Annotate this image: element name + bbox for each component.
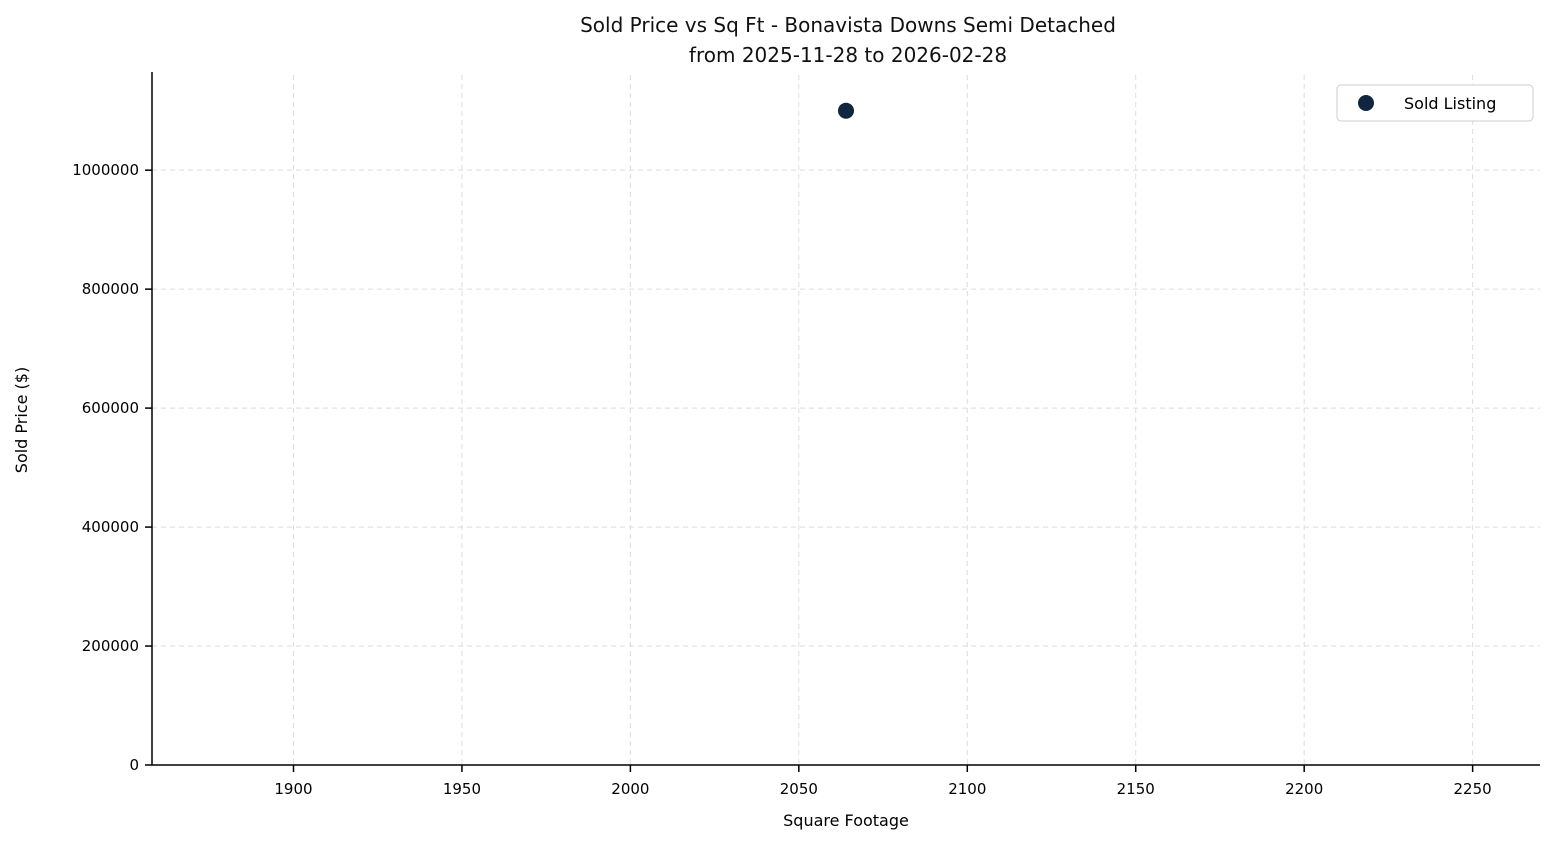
x-tick-label: 2050 [780, 780, 818, 798]
tick-marks-and-labels: 1900 1950 2000 2050 2100 2150 2200 2250 0 200000 4… [72, 161, 1492, 798]
y-tick-label: 0 [129, 756, 139, 774]
y-tick-label: 1000000 [72, 161, 139, 179]
axes [151, 72, 1540, 766]
x-tick-label: 2150 [1117, 780, 1155, 798]
x-tick-label: 2100 [948, 780, 986, 798]
chart-title-line2: from 2025-11-28 to 2026-02-28 [689, 43, 1007, 67]
x-tick-label: 2200 [1285, 780, 1323, 798]
y-tick-label: 200000 [82, 637, 139, 655]
data-point [838, 102, 854, 119]
legend-box [1336, 84, 1534, 122]
x-tick-label: 1950 [443, 780, 481, 798]
legend: Sold Listing [1336, 84, 1534, 122]
y-tick-label: 800000 [82, 280, 139, 298]
legend-marker-icon [1358, 95, 1374, 111]
y-tick-label: 400000 [82, 518, 139, 536]
legend-label: Sold Listing [1404, 94, 1496, 113]
x-tick-label: 2250 [1454, 780, 1492, 798]
x-tick-label: 1900 [274, 780, 312, 798]
y-axis-label: Sold Price ($) [12, 367, 31, 473]
chart-title-line1: Sold Price vs Sq Ft - Bonavista Downs Se… [580, 13, 1116, 37]
x-axis-label: Square Footage [783, 811, 909, 830]
y-tick-label: 600000 [82, 399, 139, 417]
grid-lines [152, 75, 1540, 766]
data-points [838, 102, 854, 119]
x-tick-label: 2000 [611, 780, 649, 798]
